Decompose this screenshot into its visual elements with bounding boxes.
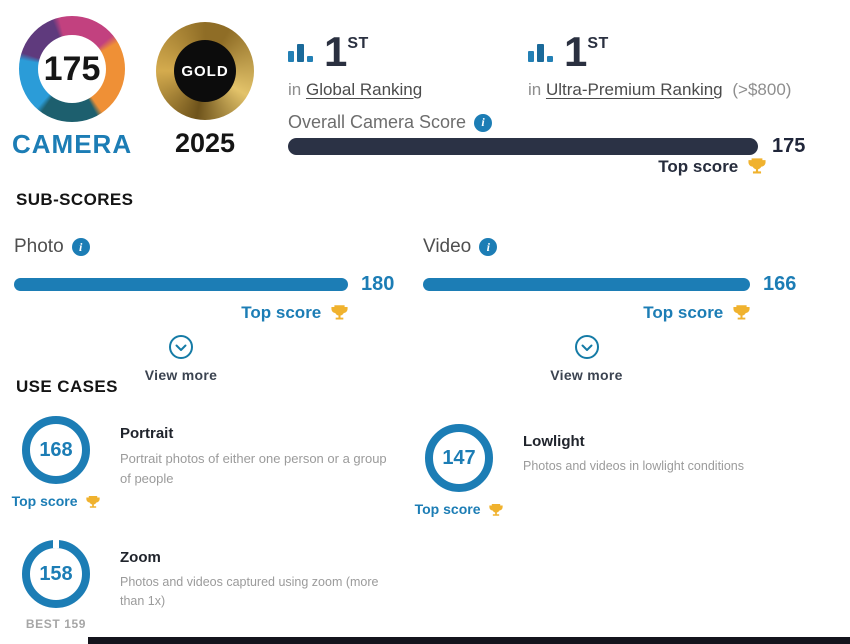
- photo-label-row: Photo i: [14, 236, 394, 258]
- zoom-title: Zoom: [120, 549, 161, 566]
- ultra-premium-ranking-link[interactable]: Ultra-Premium Ranking: [545, 79, 723, 99]
- subscore-video: Video i 166 Top score View more: [423, 236, 796, 383]
- rank-caption: in Global Ranking: [288, 80, 422, 100]
- overall-score-label-row: Overall Camera Score i: [288, 112, 493, 133]
- camera-score-logo: 175 CAMERA: [12, 16, 132, 160]
- rank-caption: in Ultra-Premium Ranking (>$800): [528, 80, 791, 100]
- rank-prefix: in: [528, 79, 542, 99]
- score-ring-logo: 175: [19, 16, 125, 122]
- award-year: 2025: [174, 128, 236, 158]
- lowlight-top-score: Top score: [411, 501, 507, 517]
- portrait-top-score: Top score: [8, 493, 104, 509]
- video-view-more[interactable]: View more: [423, 334, 750, 383]
- top-score-label: Top score: [658, 157, 739, 176]
- rank-value: 1: [324, 28, 348, 75]
- ranking-global: 1ST in Global Ranking: [288, 31, 422, 100]
- view-more-label[interactable]: View more: [550, 367, 623, 383]
- trophy-icon: [748, 158, 766, 174]
- rank-number: 1ST: [324, 31, 369, 73]
- footer-divider: [88, 637, 850, 644]
- overall-score-row: 175: [288, 135, 805, 158]
- lowlight-title: Lowlight: [523, 433, 585, 450]
- chevron-down-circle-icon[interactable]: [574, 334, 600, 360]
- portrait-description: Portrait photos of either one person or …: [120, 451, 387, 486]
- photo-top-score: Top score: [14, 303, 348, 323]
- trophy-icon: [331, 305, 348, 320]
- photo-score-row: 180: [14, 273, 394, 296]
- camera-label: CAMERA: [12, 129, 133, 159]
- trophy-icon: [489, 504, 504, 516]
- top-score-label: Top score: [241, 303, 322, 322]
- video-label: Video: [423, 236, 472, 257]
- top-score-label: Top score: [414, 501, 481, 517]
- overall-score-bar: [288, 138, 758, 155]
- overall-score-label: Overall Camera Score: [288, 112, 467, 132]
- video-top-score: Top score: [423, 303, 750, 323]
- video-score-value: 166: [763, 273, 797, 295]
- overall-top-score: Top score: [288, 157, 766, 177]
- rank-prefix: in: [288, 79, 302, 99]
- info-icon[interactable]: i: [71, 238, 90, 256]
- lowlight-description: Photos and videos in lowlight conditions: [523, 459, 744, 473]
- ranking-ultra-premium: 1ST in Ultra-Premium Ranking (>$800): [528, 31, 791, 100]
- lowlight-score-ring: 147: [425, 424, 493, 492]
- use-case-portrait: 168 Top score Portrait Portrait photos o…: [8, 416, 390, 509]
- gold-award-ring: GOLD: [156, 22, 254, 120]
- zoom-description: Photos and videos captured using zoom (m…: [120, 575, 379, 608]
- overall-score-badge: 175: [38, 35, 106, 103]
- trophy-icon: [86, 496, 101, 508]
- top-score-label: Top score: [643, 303, 724, 322]
- use-cases-heading: USE CASES: [16, 377, 118, 396]
- gold-award-label: GOLD: [174, 40, 236, 102]
- rank-suffix: ST: [347, 35, 369, 52]
- info-icon[interactable]: i: [474, 113, 493, 132]
- chevron-down-circle-icon[interactable]: [168, 334, 194, 360]
- rank-number: 1ST: [564, 31, 609, 73]
- rank-suffix: ST: [587, 35, 609, 52]
- video-score-bar: [423, 278, 750, 291]
- price-note: (>$800): [732, 79, 792, 99]
- video-score-row: 166: [423, 273, 796, 296]
- overall-score-value: 175: [772, 135, 806, 157]
- ranking-bars-icon: [528, 43, 553, 62]
- photo-label: Photo: [14, 236, 64, 257]
- photo-score-value: 180: [361, 273, 395, 295]
- ranking-bars-icon: [288, 43, 313, 62]
- portrait-title: Portrait: [120, 425, 174, 442]
- zoom-score-ring: 158: [22, 540, 90, 608]
- portrait-score-ring: 168: [22, 416, 90, 484]
- use-case-lowlight: 147 Top score Lowlight Photos and videos…: [411, 424, 744, 517]
- video-label-row: Video i: [423, 236, 796, 258]
- zoom-score-value: 158: [39, 562, 73, 585]
- photo-score-bar: [14, 278, 348, 291]
- global-ranking-link[interactable]: Global Ranking: [305, 79, 423, 99]
- subscores-heading: SUB-SCORES: [16, 190, 134, 209]
- portrait-score-value: 168: [39, 438, 73, 461]
- trophy-icon: [733, 305, 750, 320]
- rank-value: 1: [564, 28, 588, 75]
- info-icon[interactable]: i: [479, 238, 498, 256]
- photo-view-more[interactable]: View more: [14, 334, 348, 383]
- lowlight-score-value: 147: [442, 446, 476, 469]
- zoom-best-score: BEST 159: [25, 617, 87, 631]
- subscore-photo: Photo i 180 Top score View more: [14, 236, 394, 383]
- ring-gap: [53, 540, 59, 548]
- gold-award: GOLD 2025: [150, 22, 260, 159]
- use-case-zoom: 158 BEST 159 Zoom Photos and videos capt…: [8, 540, 390, 631]
- view-more-label[interactable]: View more: [144, 367, 218, 383]
- top-score-label: Top score: [11, 493, 78, 509]
